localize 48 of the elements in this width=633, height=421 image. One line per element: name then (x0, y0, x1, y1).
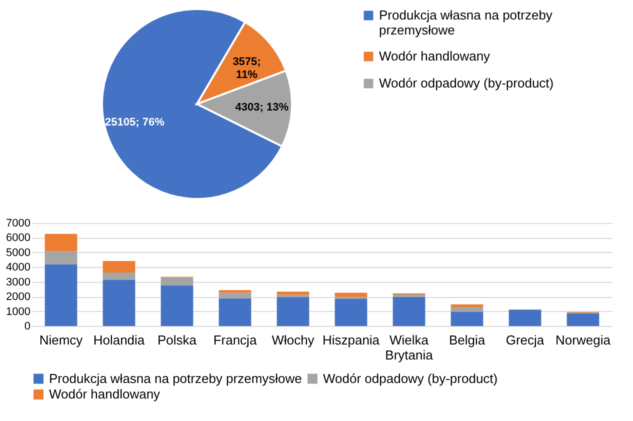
y-tick-label: 7000 (6, 218, 30, 230)
x-tick-label: Polska (157, 332, 198, 348)
y-tick-label: 5000 (6, 246, 30, 259)
y-tick-label: 2000 (6, 291, 30, 304)
y-tick-label: 1000 (6, 306, 30, 318)
bar (44, 251, 78, 264)
bar (450, 312, 484, 326)
bar (44, 234, 78, 252)
x-tick-label: Hiszpania (322, 332, 380, 348)
y-tick-label: 3000 (6, 276, 30, 288)
data-label: 4303; 13% (235, 101, 289, 114)
bar (102, 280, 136, 326)
bar (160, 277, 194, 286)
legend-label: Wodór odpadowy (by-product) (379, 76, 554, 90)
bar (334, 292, 368, 297)
x-tick-label: Grecja (506, 332, 545, 348)
bar (102, 272, 136, 280)
bar (218, 298, 252, 326)
legend-label: Produkcja własna na potrzeby przemysłowe (49, 370, 302, 386)
bar (276, 292, 310, 295)
data-label: 3575; 11% (232, 56, 261, 82)
x-tick-label: Holandia (93, 332, 146, 348)
bar (508, 310, 542, 326)
x-tick-label: Norwegia (556, 332, 612, 348)
bar (218, 292, 252, 298)
bar (392, 296, 426, 326)
bar (566, 313, 600, 326)
x-tick-label: Wielka Brytania (385, 332, 434, 362)
y-tick-label: 6000 (6, 232, 30, 244)
legend-label: Produkcja własna na potrzeby przemysłowe (379, 8, 553, 38)
legend-label: Wodór odpadowy (by-product) (323, 370, 498, 386)
bar (218, 290, 252, 293)
y-tick-label: 0 (24, 320, 30, 332)
bar (450, 304, 484, 308)
x-tick-label: Belgia (448, 332, 486, 348)
x-tick-label: Włochy (272, 332, 315, 348)
bar (160, 285, 194, 326)
bar (44, 264, 78, 326)
bar (334, 298, 368, 326)
x-tick-label: Niemcy (39, 332, 84, 348)
legend-label: Wodór handlowany (379, 48, 491, 64)
legend-label: Wodór handlowany (49, 386, 161, 402)
y-tick-label: 4000 (6, 262, 30, 274)
bar (276, 297, 310, 326)
bar (450, 307, 484, 312)
x-tick-label: Francja (213, 332, 258, 348)
bar (102, 260, 136, 272)
data-label: 25105; 76% (105, 116, 165, 129)
